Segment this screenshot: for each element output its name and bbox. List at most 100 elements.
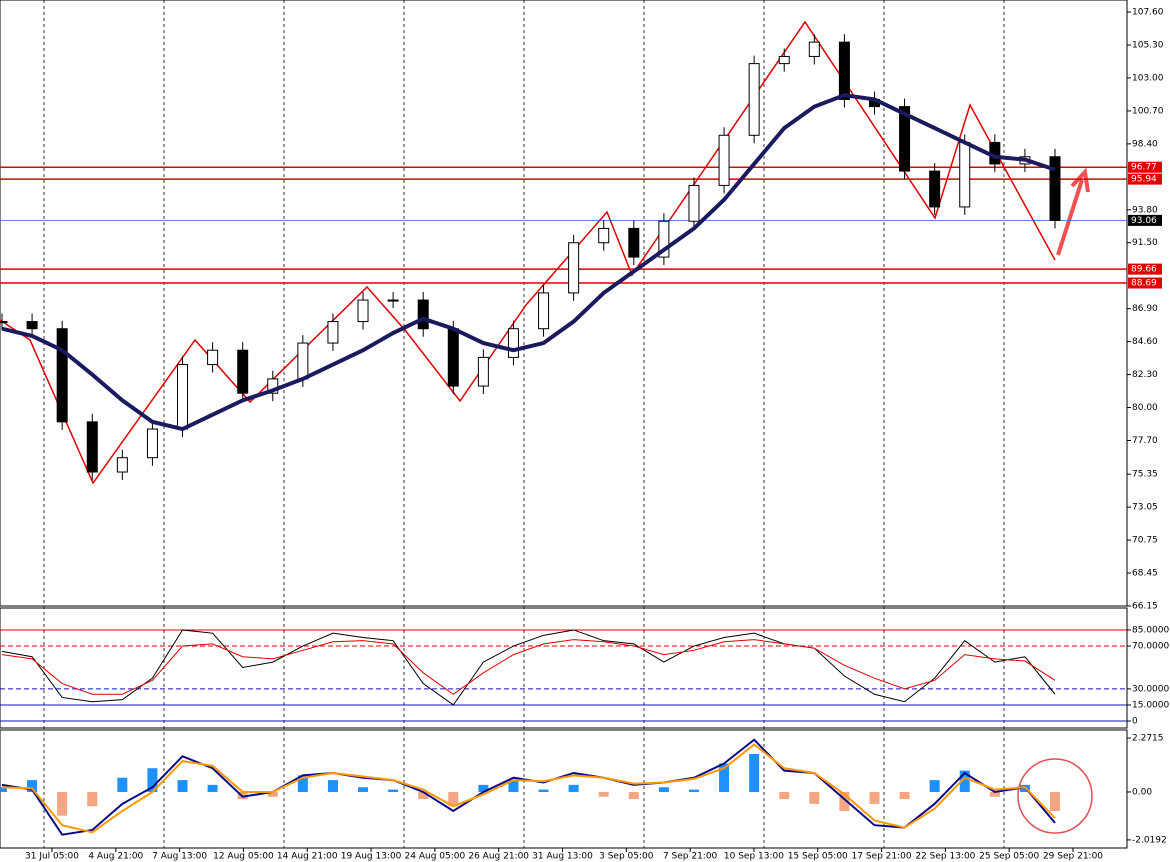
zigzag [0, 20, 1056, 485]
highlight-circle [1017, 758, 1093, 834]
y-tick-label: 100.70 [1132, 106, 1164, 116]
candle [477, 356, 489, 387]
x-tick-label: 4 Aug 21:00 [88, 852, 143, 862]
histogram-bar [57, 791, 68, 816]
x-tick-label: 17 Sep 21:00 [852, 852, 912, 862]
price-panel [0, 0, 1128, 607]
x-tick-label: 19 Aug 13:00 [341, 852, 402, 862]
x-tick-label: 22 Sep 13:00 [915, 852, 975, 862]
histogram-bar [688, 789, 699, 792]
x-tick-label: 25 Sep 05:00 [979, 852, 1039, 862]
histogram-bar [87, 791, 98, 807]
x-tick-label: 24 Aug 05:00 [405, 852, 466, 862]
y-tick-label: 2.2715 [1132, 734, 1164, 744]
histogram-bar [388, 789, 399, 792]
candle [26, 321, 38, 330]
level-label-box [1128, 263, 1162, 275]
y-tick-label: 86.90 [1132, 304, 1158, 314]
level-label: 96.77 [1131, 163, 1157, 173]
y-tick-label: 0.00 [1132, 787, 1152, 797]
candle [688, 184, 700, 222]
y-tick-label: 68.45 [1132, 569, 1158, 579]
candle [718, 134, 730, 186]
candle [56, 328, 68, 423]
histogram-bar [418, 791, 429, 800]
histogram-bar [297, 775, 308, 792]
y-tick-label: -2.0192 [1132, 835, 1167, 845]
candle [929, 170, 941, 208]
histogram-bar [809, 791, 820, 804]
candle [327, 321, 339, 344]
histogram-bar [177, 780, 188, 792]
candle [598, 227, 610, 244]
oscillator-panel [0, 607, 1128, 729]
y-tick-label: 73.05 [1132, 503, 1158, 513]
level-label-box [1128, 214, 1162, 226]
histogram-bar [538, 789, 549, 792]
level-label-box [1128, 277, 1162, 289]
x-tick-label: 26 Aug 21:00 [468, 852, 529, 862]
y-tick-label: 70.0000 [1132, 642, 1169, 652]
candle [0, 321, 8, 324]
histogram-bar [267, 791, 278, 797]
level-label-box [1128, 173, 1162, 185]
y-tick-label: 93.80 [1132, 205, 1158, 215]
y-tick-label: 66.15 [1132, 602, 1158, 612]
indicator-line [1, 639, 1056, 695]
y-tick-label: 85.0000 [1132, 625, 1169, 635]
indicator-line [1, 93, 1056, 432]
y-tick-label: 70.75 [1132, 536, 1158, 546]
candle [1049, 156, 1061, 221]
candle [628, 227, 640, 258]
level-label: 89.66 [1131, 265, 1157, 275]
histogram-bar [628, 791, 639, 800]
histogram-bar [899, 791, 910, 800]
histogram-bar [0, 787, 7, 792]
y-tick-label: 0 [1132, 717, 1138, 727]
candle [417, 299, 429, 330]
y-tick-label: 91.50 [1132, 238, 1158, 248]
candle [237, 349, 249, 394]
candle [357, 299, 369, 323]
histogram-bar [749, 753, 760, 792]
y-tick-label: 103.00 [1132, 73, 1164, 83]
candle [568, 242, 580, 294]
x-tick-label: 29 Sep 21:00 [1043, 852, 1103, 862]
candle [748, 63, 760, 136]
histogram-bar [929, 780, 940, 792]
macd-panel [0, 729, 1128, 849]
x-tick-label: 7 Sep 21:00 [663, 852, 718, 862]
x-tick-label: 14 Aug 21:00 [277, 852, 338, 862]
histogram-bar [1050, 791, 1060, 811]
x-tick-label: 7 Aug 13:00 [152, 852, 207, 862]
histogram-bar [869, 791, 880, 804]
histogram-bar [568, 784, 579, 792]
candle [267, 378, 279, 394]
candle [297, 342, 309, 380]
level-label-box [1128, 161, 1162, 173]
level-label: 93.06 [1131, 216, 1157, 226]
y-tick-label: 84.60 [1132, 337, 1158, 347]
histogram-bar [478, 784, 489, 792]
y-tick-label: 107.60 [1132, 8, 1164, 18]
histogram-bar [508, 780, 519, 792]
x-tick-label: 10 Sep 13:00 [724, 852, 784, 862]
x-tick-label: 31 Aug 13:00 [532, 852, 593, 862]
candle [778, 55, 790, 65]
y-tick-label: 82.30 [1132, 370, 1158, 380]
y-tick-label: 30.0000 [1132, 684, 1169, 694]
histogram-bar [839, 791, 850, 811]
candle [959, 141, 971, 208]
histogram-bar [779, 791, 790, 800]
histogram-bar [27, 780, 38, 792]
histogram-bar [719, 763, 730, 792]
x-tick-label: 12 Aug 05:00 [213, 852, 274, 862]
candle [899, 106, 911, 172]
candle [507, 328, 519, 358]
level-label: 95.94 [1131, 175, 1157, 185]
histogram-bar [448, 791, 459, 807]
y-tick-label: 98.40 [1132, 139, 1158, 149]
x-tick-label: 15 Sep 05:00 [788, 852, 848, 862]
y-tick-label: 75.35 [1132, 470, 1158, 480]
